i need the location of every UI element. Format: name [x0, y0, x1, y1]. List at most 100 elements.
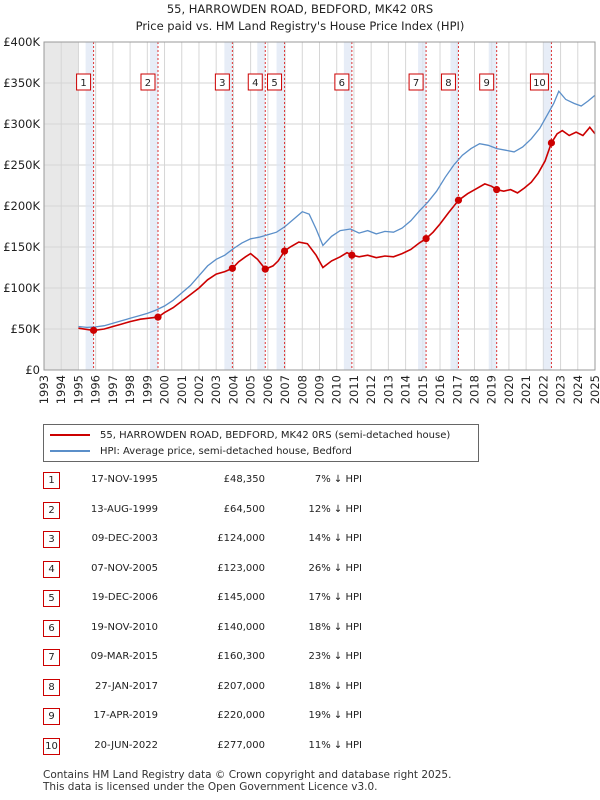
- sale-price: £207,000: [217, 680, 265, 692]
- sale-number: 6: [43, 619, 60, 637]
- chart-subtitle: Price paid vs. HM Land Registry's House …: [136, 19, 465, 33]
- sale-number-label: 3: [219, 78, 225, 89]
- sale-hpi-diff: 17% ↓ HPI: [308, 592, 362, 603]
- sale-date: 07-NOV-2005: [91, 562, 158, 574]
- x-tick-label: 1994: [54, 375, 68, 404]
- sale-price: £145,000: [217, 592, 265, 603]
- x-tick-label: 2002: [192, 375, 206, 404]
- plot-border: [43, 41, 596, 371]
- sale-date: 17-NOV-1995: [91, 474, 158, 485]
- x-tick-label: 1999: [140, 375, 154, 404]
- x-tick-label: 2007: [278, 375, 292, 404]
- series-line-hpi: [78, 89, 596, 329]
- sale-price: £277,000: [217, 739, 265, 751]
- x-tick-label: 2006: [261, 375, 275, 404]
- x-tick-label: 2019: [485, 375, 499, 404]
- table-row: 7 09-MAR-2015 £160,300 23% ↓ HPI: [43, 647, 443, 667]
- table-row: 1 17-NOV-1995 £48,350 7% ↓ HPI: [43, 470, 443, 490]
- footer-line-1: Contains HM Land Registry data © Crown c…: [43, 769, 452, 781]
- x-tick-label: 2017: [450, 375, 464, 404]
- x-tick-label: 2022: [536, 375, 550, 404]
- y-tick-label: £0: [25, 363, 40, 377]
- sale-number-label: 4: [252, 78, 258, 89]
- legend-swatch-red: [50, 434, 90, 436]
- x-tick-label: 2018: [467, 375, 481, 404]
- x-tick-label: 2010: [330, 375, 344, 404]
- sale-number: 8: [43, 678, 60, 696]
- sale-price: £64,500: [223, 503, 265, 515]
- x-tick-label: 2005: [244, 375, 258, 404]
- x-tick-label: 2000: [158, 375, 172, 404]
- table-row: 6 19-NOV-2010 £140,000 18% ↓ HPI: [43, 618, 443, 638]
- sale-number: 1: [43, 472, 60, 489]
- y-tick-label: £350K: [3, 76, 40, 90]
- sale-number-label: 2: [145, 78, 151, 89]
- y-tick-label: £150K: [3, 240, 40, 254]
- legend-label-property: 55, HARROWDEN ROAD, BEDFORD, MK42 0RS (s…: [100, 430, 451, 441]
- sale-number-box: [408, 73, 424, 91]
- sale-band: [257, 42, 266, 370]
- sale-band: [276, 42, 285, 370]
- sale-number-box: [76, 73, 92, 91]
- sale-price: £160,300: [217, 651, 265, 662]
- sale-number-label: 1: [80, 78, 86, 89]
- sale-point: [154, 313, 162, 321]
- sale-date: 13-AUG-1999: [90, 503, 158, 515]
- x-tick-label: 2003: [209, 375, 223, 404]
- sale-number: 2: [43, 501, 60, 519]
- sale-number: 3: [43, 531, 60, 548]
- sale-hpi-diff: 18% ↓ HPI: [308, 621, 362, 633]
- x-tick-label: 2020: [502, 375, 516, 404]
- legend-item-property: 55, HARROWDEN ROAD, BEDFORD, MK42 0RS (s…: [50, 428, 450, 444]
- sale-band: [488, 42, 497, 370]
- sale-band: [224, 42, 233, 370]
- sale-number-box: [267, 73, 283, 91]
- y-tick-label: £300K: [3, 117, 40, 131]
- table-row: 5 19-DEC-2006 £145,000 17% ↓ HPI: [43, 588, 443, 608]
- chart-legend: 55, HARROWDEN ROAD, BEDFORD, MK42 0RS (s…: [43, 424, 479, 462]
- sale-point: [280, 247, 289, 255]
- sale-number-box: [334, 73, 350, 91]
- x-tick-label: 1995: [71, 375, 85, 404]
- sale-number-label: 10: [533, 78, 546, 89]
- legend-label-hpi: HPI: Average price, semi-detached house,…: [100, 446, 352, 457]
- sale-number-label: 5: [271, 78, 277, 89]
- footer: Contains HM Land Registry data © Crown c…: [43, 769, 452, 793]
- sale-date: 09-DEC-2003: [91, 533, 158, 544]
- sale-price: £220,000: [217, 710, 265, 721]
- table-row: 10 20-JUN-2022 £277,000 11% ↓ HPI: [43, 736, 443, 756]
- x-tick-label: 2016: [433, 375, 447, 404]
- y-tick-label: £100K: [3, 281, 40, 295]
- sale-date: 27-JAN-2017: [94, 680, 158, 692]
- price-chart: 55, HARROWDEN ROAD, BEDFORD, MK42 0RS Pr…: [3, 2, 600, 404]
- sale-number-box: [214, 73, 230, 91]
- sale-hpi-diff: 7% ↓ HPI: [314, 474, 362, 485]
- sale-band: [85, 42, 94, 370]
- sale-hpi-diff: 23% ↓ HPI: [308, 651, 362, 662]
- sale-band: [149, 42, 158, 370]
- x-tick-label: 2013: [381, 375, 395, 404]
- sale-point: [422, 234, 430, 243]
- sale-number-box: [247, 73, 263, 91]
- x-tick-label: 2001: [175, 375, 189, 404]
- sale-hpi-diff: 14% ↓ HPI: [308, 533, 362, 544]
- x-tick-label: 2008: [295, 375, 309, 404]
- sale-hpi-diff: 19% ↓ HPI: [308, 710, 362, 721]
- sale-hpi-diff: 26% ↓ HPI: [308, 562, 362, 574]
- legend-swatch-blue: [50, 450, 90, 452]
- y-tick-label: £250K: [3, 158, 40, 172]
- sale-point: [228, 264, 236, 272]
- x-tick-label: 2021: [519, 375, 533, 404]
- x-tick-label: 2023: [554, 375, 568, 404]
- sale-date: 09-MAR-2015: [90, 651, 158, 662]
- sale-number-label: 8: [445, 78, 451, 89]
- sale-band: [343, 42, 352, 370]
- sale-point: [493, 186, 501, 194]
- sale-hpi-diff: 18% ↓ HPI: [308, 680, 362, 692]
- sale-date: 17-APR-2019: [93, 710, 158, 721]
- table-row: 2 13-AUG-1999 £64,500 12% ↓ HPI: [43, 500, 443, 520]
- sale-hpi-diff: 12% ↓ HPI: [308, 503, 362, 515]
- x-tick-label: 2024: [571, 375, 585, 404]
- legend-item-hpi: HPI: Average price, semi-detached house,…: [50, 444, 352, 460]
- sale-number-box: [140, 73, 156, 91]
